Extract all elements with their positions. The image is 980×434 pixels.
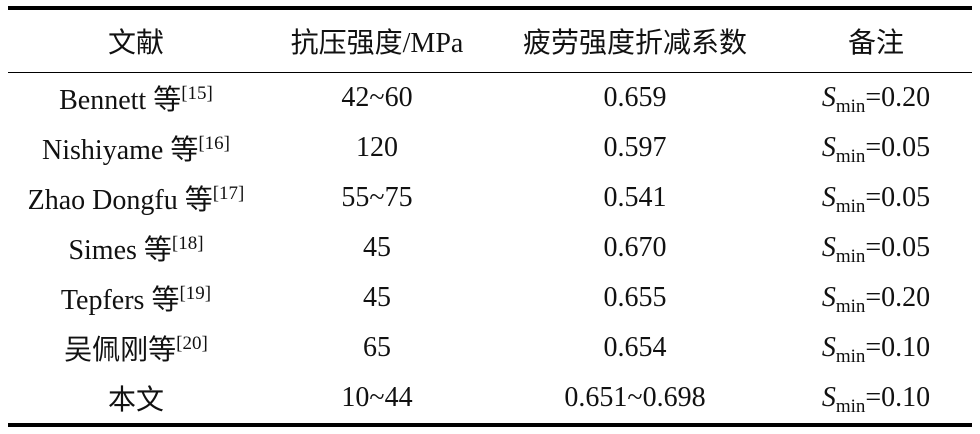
- symbol: S: [821, 82, 836, 113]
- table-cell: Smin=0.20: [780, 73, 972, 124]
- table-cell: Zhao Dongfu 等[17]: [8, 173, 264, 223]
- remark-value: =0.10: [865, 332, 931, 363]
- reference-name: Nishiyame 等: [42, 135, 199, 166]
- table-row: 吴佩刚等[20] 65 0.654 Smin=0.10: [8, 323, 972, 373]
- table-cell: Bennett 等[15]: [8, 73, 264, 124]
- table-cell: 0.659: [603, 82, 667, 113]
- remark-value: =0.20: [865, 282, 931, 313]
- table-row: 本文 10~44 0.651~0.698 Smin=0.10: [8, 373, 972, 425]
- citation: [15]: [181, 83, 213, 104]
- table-row: Tepfers 等[19] 45 0.655 Smin=0.20: [8, 273, 972, 323]
- citation: [17]: [212, 183, 245, 204]
- remark-value: =0.05: [865, 232, 931, 263]
- table-cell: 45: [363, 282, 391, 313]
- table-row: Bennett 等[15] 42~60 0.659 Smin=0.20: [8, 73, 972, 124]
- subscript: min: [835, 246, 866, 267]
- table-cell: 0.597: [603, 132, 667, 163]
- table-cell: 65: [363, 332, 391, 363]
- reference-name: Simes 等: [68, 235, 172, 266]
- reference-name: Zhao Dongfu 等: [27, 185, 213, 216]
- table-row: Zhao Dongfu 等[17] 55~75 0.541 Smin=0.05: [8, 173, 972, 223]
- table-cell: Smin=0.10: [780, 323, 972, 373]
- subscript: min: [835, 146, 866, 167]
- symbol: S: [821, 232, 836, 263]
- citation: [18]: [171, 233, 204, 254]
- subscript: min: [835, 96, 866, 117]
- table-cell: Smin=0.20: [780, 273, 972, 323]
- header-cell: 疲劳强度折减系数: [522, 28, 747, 59]
- table-cell: 42~60: [341, 82, 413, 113]
- citation: [19]: [179, 283, 212, 304]
- table-cell: Smin=0.05: [780, 173, 972, 223]
- reference-name: Tepfers 等: [60, 285, 180, 316]
- symbol: S: [821, 382, 836, 413]
- symbol: S: [821, 282, 836, 313]
- table-cell: 0.651~0.698: [564, 382, 706, 413]
- symbol: S: [821, 332, 836, 363]
- table-cell: 45: [363, 232, 391, 263]
- citation: [16]: [198, 133, 230, 154]
- reference-name: 吴佩刚等: [64, 335, 177, 366]
- header-cell: 文献: [107, 28, 164, 59]
- header-cell: 备注: [847, 28, 904, 59]
- symbol: S: [821, 132, 836, 163]
- header-cell: 抗压强度/MPa: [290, 28, 464, 59]
- table-cell: Tepfers 等[19]: [8, 273, 264, 323]
- symbol: S: [821, 182, 836, 213]
- subscript: min: [835, 396, 866, 417]
- subscript: min: [835, 296, 866, 317]
- remark-value: =0.20: [865, 82, 931, 113]
- table-cell: Smin=0.05: [780, 123, 972, 173]
- reference-name: Bennett 等: [59, 85, 182, 116]
- table-cell: 本文: [107, 385, 164, 416]
- table-row: Nishiyame 等[16] 120 0.597 Smin=0.05: [8, 123, 972, 173]
- subscript: min: [835, 196, 866, 217]
- table-row: Simes 等[18] 45 0.670 Smin=0.05: [8, 223, 972, 273]
- table-cell: Smin=0.05: [780, 223, 972, 273]
- table-cell: 10~44: [341, 382, 413, 413]
- remark-value: =0.10: [865, 382, 931, 413]
- table-cell: 0.654: [603, 332, 667, 363]
- remark-value: =0.05: [865, 182, 931, 213]
- table-cell: Smin=0.10: [780, 373, 972, 425]
- table-cell: Simes 等[18]: [8, 223, 264, 273]
- remark-value: =0.05: [865, 132, 931, 163]
- citation: [20]: [176, 333, 208, 354]
- table-cell: 120: [356, 132, 398, 163]
- table-cell: Nishiyame 等[16]: [8, 123, 264, 173]
- table-cell: 0.670: [603, 232, 667, 263]
- header-row: 文献 抗压强度/MPa 疲劳强度折减系数 备注: [8, 8, 972, 73]
- data-table: 文献 抗压强度/MPa 疲劳强度折减系数 备注 Bennett 等[15] 42~60 0…: [8, 6, 972, 427]
- table-cell: 0.655: [603, 282, 667, 313]
- table-cell: 吴佩刚等[20]: [8, 323, 264, 373]
- table-body: Bennett 等[15] 42~60 0.659 Smin=0.20 Nishiyam…: [8, 73, 972, 425]
- subscript: min: [835, 346, 866, 367]
- table-cell: 55~75: [341, 182, 413, 213]
- table-cell: 0.541: [603, 182, 667, 213]
